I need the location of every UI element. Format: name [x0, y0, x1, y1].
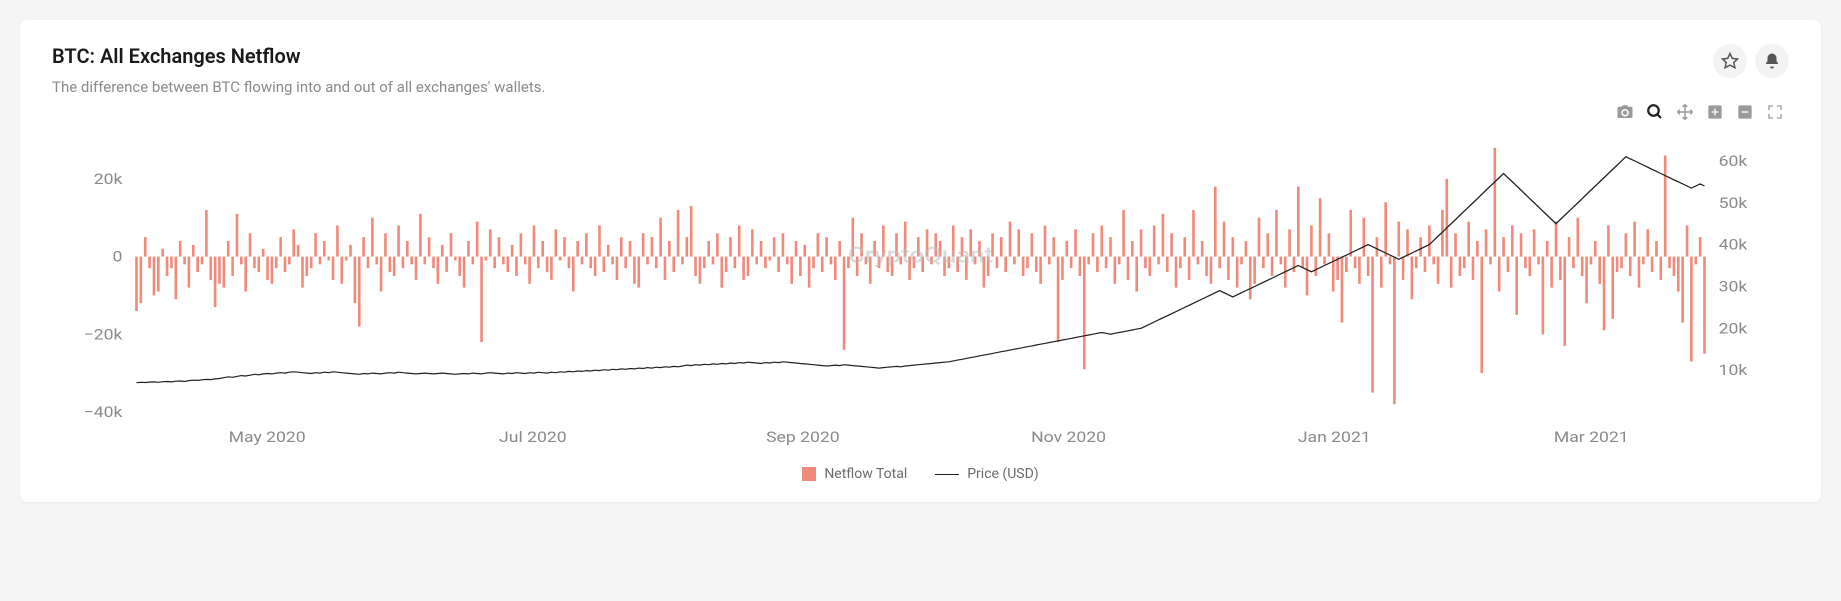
- svg-text:20k: 20k: [94, 170, 123, 187]
- svg-text:Jul 2020: Jul 2020: [499, 428, 567, 445]
- chart-toolbar: [1615, 102, 1785, 122]
- svg-text:50k: 50k: [1719, 194, 1748, 211]
- favorite-button[interactable]: [1713, 44, 1747, 78]
- chart-legend: Netflow Total Price (USD): [52, 466, 1789, 482]
- zoom-in-button[interactable]: [1705, 102, 1725, 122]
- legend-line-swatch: [935, 474, 959, 475]
- fullscreen-button[interactable]: [1765, 102, 1785, 122]
- svg-text:Sep 2020: Sep 2020: [766, 428, 840, 445]
- header-actions: [1713, 44, 1789, 78]
- chart-subtitle: The difference between BTC flowing into …: [52, 78, 545, 96]
- pan-button[interactable]: [1675, 102, 1695, 122]
- legend-bar-label: Netflow Total: [824, 466, 907, 482]
- legend-bar-swatch: [802, 467, 816, 481]
- move-icon: [1676, 103, 1694, 121]
- svg-text:−20k: −20k: [84, 326, 124, 343]
- chart-card: BTC: All Exchanges Netflow The differenc…: [20, 20, 1821, 502]
- star-icon: [1721, 52, 1739, 70]
- svg-text:Nov 2020: Nov 2020: [1031, 428, 1106, 445]
- svg-text:Mar 2021: Mar 2021: [1554, 428, 1629, 445]
- expand-icon: [1767, 104, 1783, 120]
- svg-text:30k: 30k: [1719, 278, 1748, 295]
- chart-canvas[interactable]: CryptoQuant −40k −20k 0 20k 10k 20k 30k 40k 50k 60…: [52, 132, 1789, 452]
- svg-text:0: 0: [113, 248, 123, 265]
- legend-item-line: Price (USD): [935, 466, 1038, 482]
- svg-text:Jan 2021: Jan 2021: [1298, 428, 1371, 445]
- svg-text:10k: 10k: [1719, 361, 1748, 378]
- notify-button[interactable]: [1755, 44, 1789, 78]
- plus-icon: [1707, 104, 1723, 120]
- zoom-button[interactable]: [1645, 102, 1665, 122]
- search-icon: [1646, 103, 1664, 121]
- bell-icon: [1763, 52, 1781, 70]
- svg-text:20k: 20k: [1719, 320, 1748, 337]
- svg-text:40k: 40k: [1719, 236, 1748, 253]
- svg-text:May 2020: May 2020: [229, 428, 306, 445]
- snapshot-button[interactable]: [1615, 102, 1635, 122]
- legend-line-label: Price (USD): [967, 466, 1038, 482]
- legend-item-bar: Netflow Total: [802, 466, 907, 482]
- chart-title: BTC: All Exchanges Netflow: [52, 44, 545, 68]
- minus-icon: [1737, 104, 1753, 120]
- zoom-out-button[interactable]: [1735, 102, 1755, 122]
- svg-text:−40k: −40k: [84, 403, 124, 420]
- svg-text:60k: 60k: [1719, 152, 1748, 169]
- camera-icon: [1616, 103, 1634, 121]
- svg-text:CryptoQuant: CryptoQuant: [848, 242, 993, 268]
- chart-svg: CryptoQuant −40k −20k 0 20k 10k 20k 30k 40k 50k 60…: [52, 132, 1789, 452]
- card-header: BTC: All Exchanges Netflow The differenc…: [52, 44, 1789, 96]
